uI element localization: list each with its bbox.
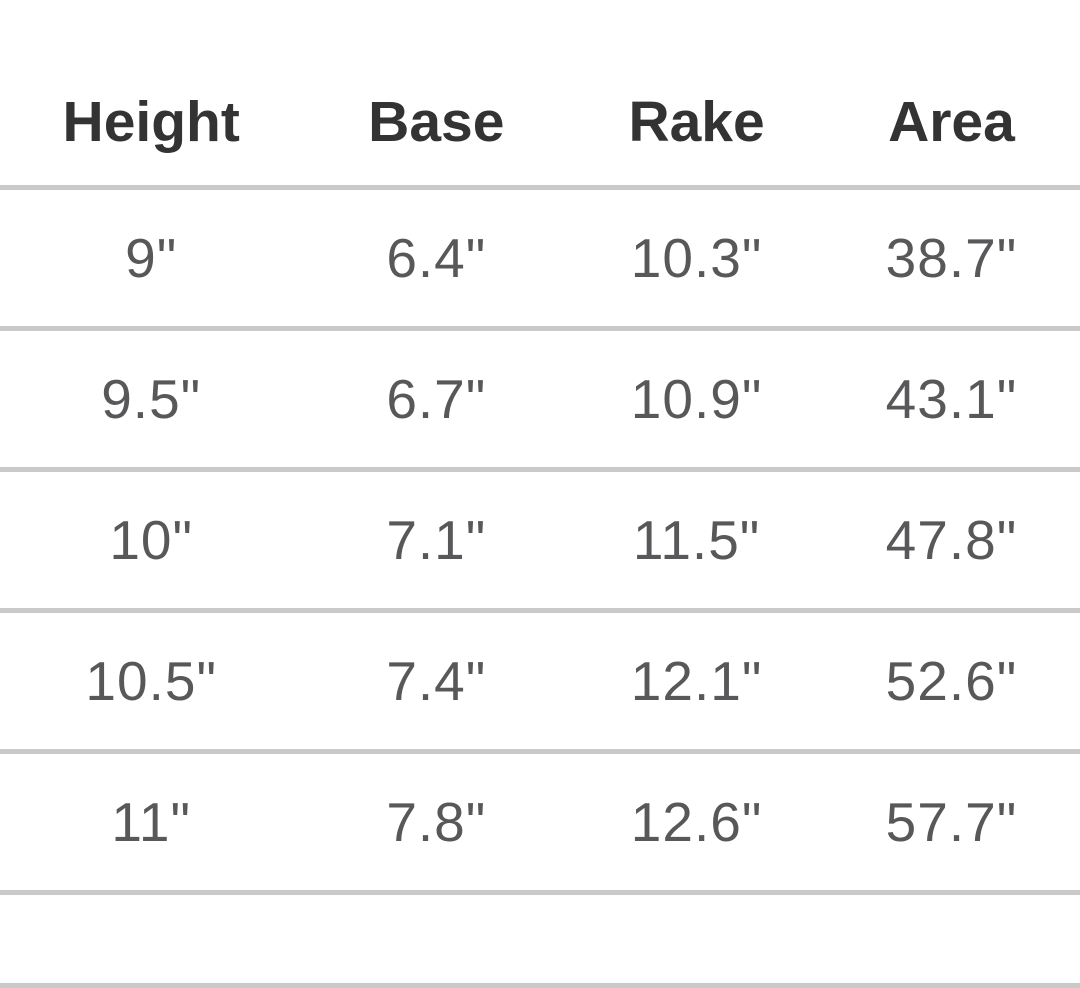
cell-base: 7.8": [386, 791, 487, 853]
cell-height: 10": [109, 509, 194, 571]
cell-height: 9.5": [101, 368, 202, 430]
table-row: 9" 6.4" 10.3" 38.7": [0, 185, 1080, 326]
cell-area: 43.1": [885, 368, 1018, 430]
table-row: 9.5" 6.7" 10.9" 43.1": [0, 326, 1080, 467]
cell-height: 10.5": [85, 650, 217, 712]
cell-rake: 10.9": [630, 368, 763, 430]
table-row: 10.5" 7.4" 12.1" 52.6": [0, 608, 1080, 749]
table-row: 10" 7.1" 11.5" 47.8": [0, 467, 1080, 608]
cell-height: 11": [111, 791, 191, 853]
cell-rake: 10.3": [630, 227, 763, 289]
cell-area: 38.7": [885, 227, 1018, 289]
cell-rake: 12.1": [630, 650, 763, 712]
table-row: 11" 7.8" 12.6" 57.7": [0, 749, 1080, 890]
cell-area: 57.7": [885, 791, 1018, 853]
cell-height: 9": [125, 227, 178, 289]
cell-base: 7.1": [386, 509, 487, 571]
cell-area: 47.8": [885, 509, 1018, 571]
cell-area: 52.6": [885, 650, 1018, 712]
cell-base: 6.7": [386, 368, 487, 430]
column-header-rake: Rake: [628, 90, 765, 154]
cell-rake: 11.5": [632, 509, 761, 571]
column-header-height: Height: [62, 90, 240, 154]
column-header-area: Area: [888, 90, 1015, 154]
cell-base: 6.4": [386, 227, 487, 289]
cell-rake: 12.6": [630, 791, 763, 853]
cell-base: 7.4": [386, 650, 487, 712]
column-header-base: Base: [368, 90, 505, 154]
table-empty-row: [0, 890, 1080, 988]
table-header-row: Height Base Rake Area: [0, 0, 1080, 185]
